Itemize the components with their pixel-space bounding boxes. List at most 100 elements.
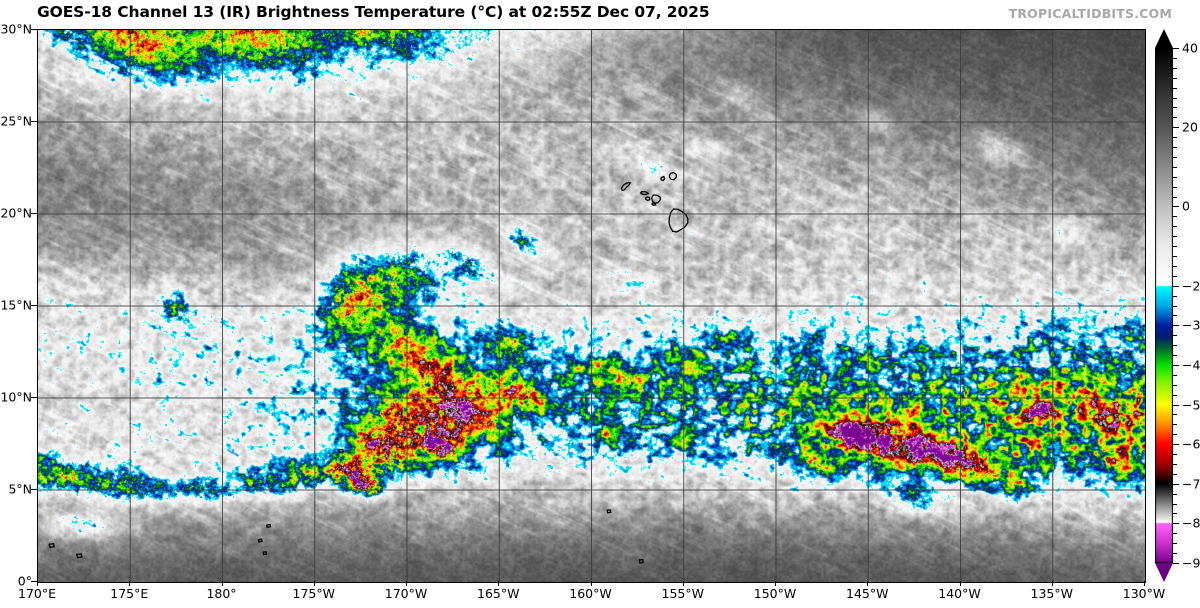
- x-axis-tick-mark: [682, 581, 684, 586]
- x-axis-tick-label: 165°W: [477, 586, 520, 601]
- colorbar-minor-tick: [1173, 87, 1177, 89]
- colorbar-minor-tick: [1173, 186, 1177, 188]
- colorbar-minor-tick: [1173, 255, 1177, 257]
- colorbar-minor-tick: [1173, 355, 1177, 357]
- colorbar-minor-tick: [1173, 246, 1177, 248]
- colorbar: 40 20 0 −20 −30 −40 −50 −60 −70 −80 −90: [1155, 29, 1200, 582]
- colorbar-minor-tick: [1173, 97, 1177, 99]
- colorbar-minor-tick: [1173, 236, 1177, 238]
- colorbar-tick-mark: [1173, 444, 1179, 446]
- x-axis-tick-label: 135°W: [1030, 586, 1073, 601]
- y-axis-tick-label: 0°: [17, 573, 32, 589]
- x-axis-tick-label: 175°W: [292, 586, 335, 601]
- x-axis-tick-label: 160°W: [569, 586, 612, 601]
- x-axis-tick-label: 130°W: [1122, 586, 1166, 601]
- colorbar-minor-tick: [1173, 335, 1177, 337]
- colorbar-minor-tick: [1173, 543, 1177, 545]
- x-axis-tick-label: 145°W: [846, 586, 889, 601]
- colorbar-minor-tick: [1173, 107, 1177, 109]
- colorbar-minor-tick: [1173, 493, 1177, 495]
- x-axis-tick-label: 150°W: [753, 586, 797, 601]
- colorbar-tick-label: 20: [1182, 119, 1198, 135]
- colorbar-tick-label: 40: [1182, 40, 1198, 56]
- colorbar-minor-tick: [1173, 345, 1177, 347]
- x-axis-tick-mark: [406, 581, 407, 586]
- colorbar-tick-mark: [1173, 483, 1179, 485]
- y-axis-tick-label: 15°N: [0, 297, 32, 313]
- colorbar-tick-mark: [1173, 364, 1179, 366]
- colorbar-tick-label: 0: [1182, 198, 1190, 214]
- colorbar-tick-label: −40: [1182, 357, 1200, 373]
- x-axis-tick-mark: [498, 581, 500, 586]
- colorbar-tick-mark: [1173, 325, 1179, 327]
- y-axis-tick-label: 5°N: [8, 481, 32, 497]
- x-axis-tick-label: 180°: [206, 586, 237, 601]
- colorbar-minor-tick: [1173, 414, 1177, 416]
- x-axis-tick-label: 175°E: [110, 586, 149, 601]
- x-axis-tick-mark: [1144, 581, 1145, 586]
- y-axis-tick-mark: [31, 581, 37, 582]
- colorbar-minor-tick: [1173, 463, 1177, 465]
- colorbar-minor-tick: [1173, 166, 1177, 168]
- colorbar-minor-tick: [1173, 216, 1177, 218]
- colorbar-minor-tick: [1173, 67, 1177, 69]
- x-axis-tick-label: 170°W: [384, 586, 428, 601]
- colorbar-minor-tick: [1173, 77, 1177, 79]
- x-axis-tick-mark: [1051, 581, 1053, 586]
- colorbar-tick-mark: [1173, 127, 1179, 129]
- colorbar-minor-tick: [1173, 394, 1177, 396]
- colorbar-minor-tick: [1173, 196, 1177, 198]
- colorbar-tick-label: −60: [1182, 436, 1200, 452]
- y-axis-tick-mark: [31, 305, 37, 306]
- y-axis-tick-label: 30°N: [0, 21, 32, 37]
- x-axis-tick-mark: [590, 581, 592, 586]
- satellite-imagery-canvas: [38, 30, 1145, 582]
- y-axis-tick-mark: [31, 29, 37, 30]
- colorbar-minor-tick: [1173, 265, 1177, 267]
- colorbar-minor-tick: [1173, 374, 1177, 376]
- colorbar-arrow-top-icon: [1155, 29, 1173, 48]
- page-title: GOES-18 Channel 13 (IR) Brightness Tempe…: [37, 3, 710, 21]
- y-axis-tick-label: 25°N: [0, 113, 32, 129]
- x-axis-tick-mark: [313, 581, 315, 586]
- colorbar-minor-tick: [1173, 424, 1177, 426]
- colorbar-tick-mark: [1173, 404, 1179, 406]
- colorbar-tick-mark: [1173, 206, 1179, 208]
- colorbar-minor-tick: [1173, 503, 1177, 505]
- header-bar: GOES-18 Channel 13 (IR) Brightness Tempe…: [0, 0, 1200, 29]
- colorbar-minor-tick: [1173, 305, 1177, 307]
- colorbar-tick-label: −70: [1182, 476, 1200, 492]
- colorbar-minor-tick: [1173, 295, 1177, 297]
- y-axis-tick-mark: [31, 213, 37, 214]
- x-axis-tick-mark: [867, 581, 869, 586]
- colorbar-minor-tick: [1173, 117, 1177, 119]
- x-axis-tick-mark: [129, 581, 131, 586]
- colorbar-minor-tick: [1173, 147, 1177, 149]
- x-axis-tick-mark: [775, 581, 776, 586]
- y-axis-tick-mark: [31, 489, 37, 490]
- colorbar-tick-label: −30: [1182, 317, 1200, 333]
- colorbar-minor-tick: [1173, 315, 1177, 317]
- site-watermark: TROPICALTIDBITS.COM: [1008, 6, 1172, 21]
- colorbar-body: [1155, 48, 1173, 563]
- colorbar-arrow-bottom-icon: [1155, 563, 1173, 582]
- colorbar-minor-tick: [1173, 473, 1177, 475]
- colorbar-minor-tick: [1173, 434, 1177, 436]
- x-axis-tick-mark: [221, 581, 223, 586]
- colorbar-tick-label: −20: [1182, 278, 1200, 294]
- colorbar-tick-label: −80: [1182, 515, 1200, 531]
- colorbar-tick-label: −90: [1182, 555, 1200, 571]
- y-axis-tick-mark: [31, 397, 37, 398]
- colorbar-tick-label: −50: [1182, 397, 1200, 413]
- colorbar-minor-tick: [1173, 156, 1177, 158]
- colorbar-tick-mark: [1173, 563, 1179, 564]
- colorbar-minor-tick: [1173, 513, 1177, 515]
- satellite-map-plot[interactable]: [37, 29, 1146, 583]
- colorbar-minor-tick: [1173, 57, 1177, 59]
- colorbar-minor-tick: [1173, 176, 1177, 178]
- colorbar-gradient: [1155, 48, 1173, 563]
- colorbar-tick-mark: [1173, 523, 1179, 525]
- x-axis-tick-label: 155°W: [661, 586, 704, 601]
- y-axis-tick-label: 20°N: [0, 205, 32, 221]
